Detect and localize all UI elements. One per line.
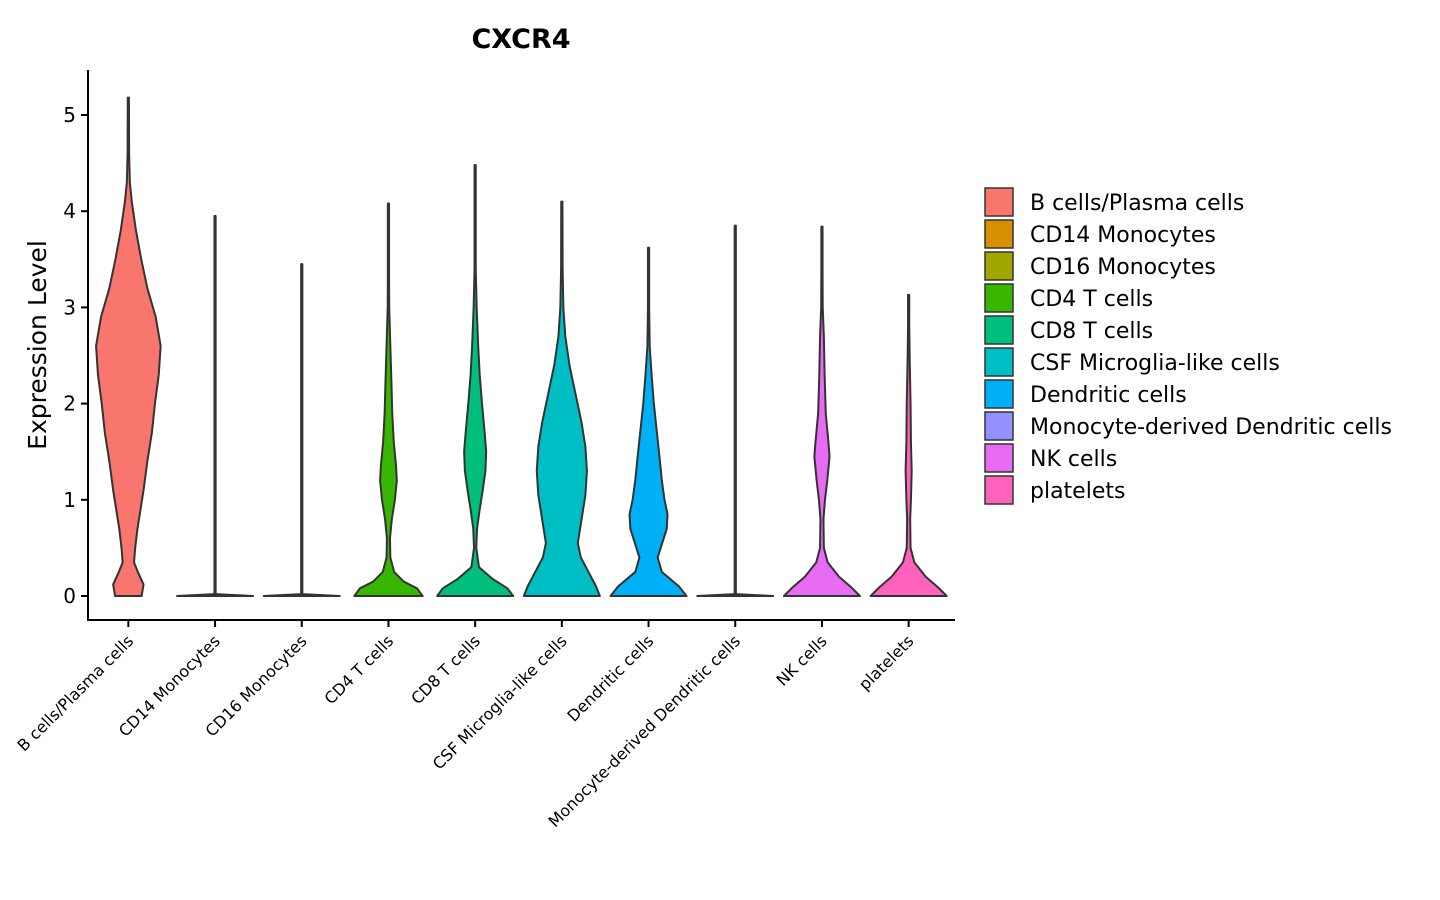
legend-swatch (984, 475, 1014, 505)
legend-swatch (984, 379, 1014, 409)
violin-2 (176, 215, 255, 597)
y-axis-label: Expression Level (23, 240, 52, 450)
legend-label: NK cells (1030, 447, 1117, 472)
legend-swatch (984, 443, 1014, 473)
legend-swatch (984, 219, 1014, 249)
violin-9 (782, 225, 861, 597)
legend-label: Monocyte-derived Dendritic cells (1030, 415, 1392, 440)
x-tick-label: CD8 T cells (407, 631, 484, 708)
chart-title: CXCR4 (471, 24, 570, 55)
violin-6 (522, 200, 601, 597)
x-tick-label: B cells/Plasma cells (14, 631, 138, 755)
y-tick-label: 3 (63, 295, 76, 319)
legend-swatch (984, 411, 1014, 441)
legend-label: CSF Microglia-like cells (1030, 351, 1280, 376)
violin-4 (353, 202, 424, 597)
y-tick-label: 4 (63, 199, 76, 223)
legend-label: CD8 T cells (1030, 319, 1153, 344)
legend-label: CD4 T cells (1030, 287, 1153, 312)
violin-7 (609, 246, 688, 597)
legend-swatch (984, 251, 1014, 281)
violin-1 (95, 96, 162, 597)
x-tick-label: Dendritic cells (563, 631, 657, 725)
y-tick-label: 1 (63, 488, 76, 512)
axes (87, 70, 955, 621)
legend-label: Dendritic cells (1030, 383, 1187, 408)
y-tick-label: 2 (63, 392, 76, 416)
y-ticks: 0 1 2 3 4 5 (63, 103, 88, 608)
x-tick-label: NK cells (772, 631, 830, 689)
violin-group (95, 96, 948, 597)
violin-3 (262, 263, 341, 597)
legend-label: CD16 Monocytes (1030, 255, 1216, 280)
violin-5 (436, 164, 515, 597)
legend: B cells/Plasma cells CD14 Monocytes CD16 M… (984, 187, 1392, 505)
violin-10 (869, 293, 948, 597)
legend-label: platelets (1030, 479, 1125, 504)
legend-swatch (984, 347, 1014, 377)
legend-swatch (984, 187, 1014, 217)
violin-8 (696, 224, 775, 597)
legend-swatch (984, 315, 1014, 345)
y-tick-label: 0 (63, 584, 76, 608)
y-tick-label: 5 (63, 103, 76, 127)
x-tick-label: CD4 T cells (321, 631, 398, 708)
legend-label: B cells/Plasma cells (1030, 191, 1244, 216)
x-tick-label: Monocyte-derived Dendritic cells (545, 631, 745, 831)
x-tick-label: platelets (855, 631, 918, 694)
legend-swatch (984, 283, 1014, 313)
legend-label: CD14 Monocytes (1030, 223, 1216, 248)
